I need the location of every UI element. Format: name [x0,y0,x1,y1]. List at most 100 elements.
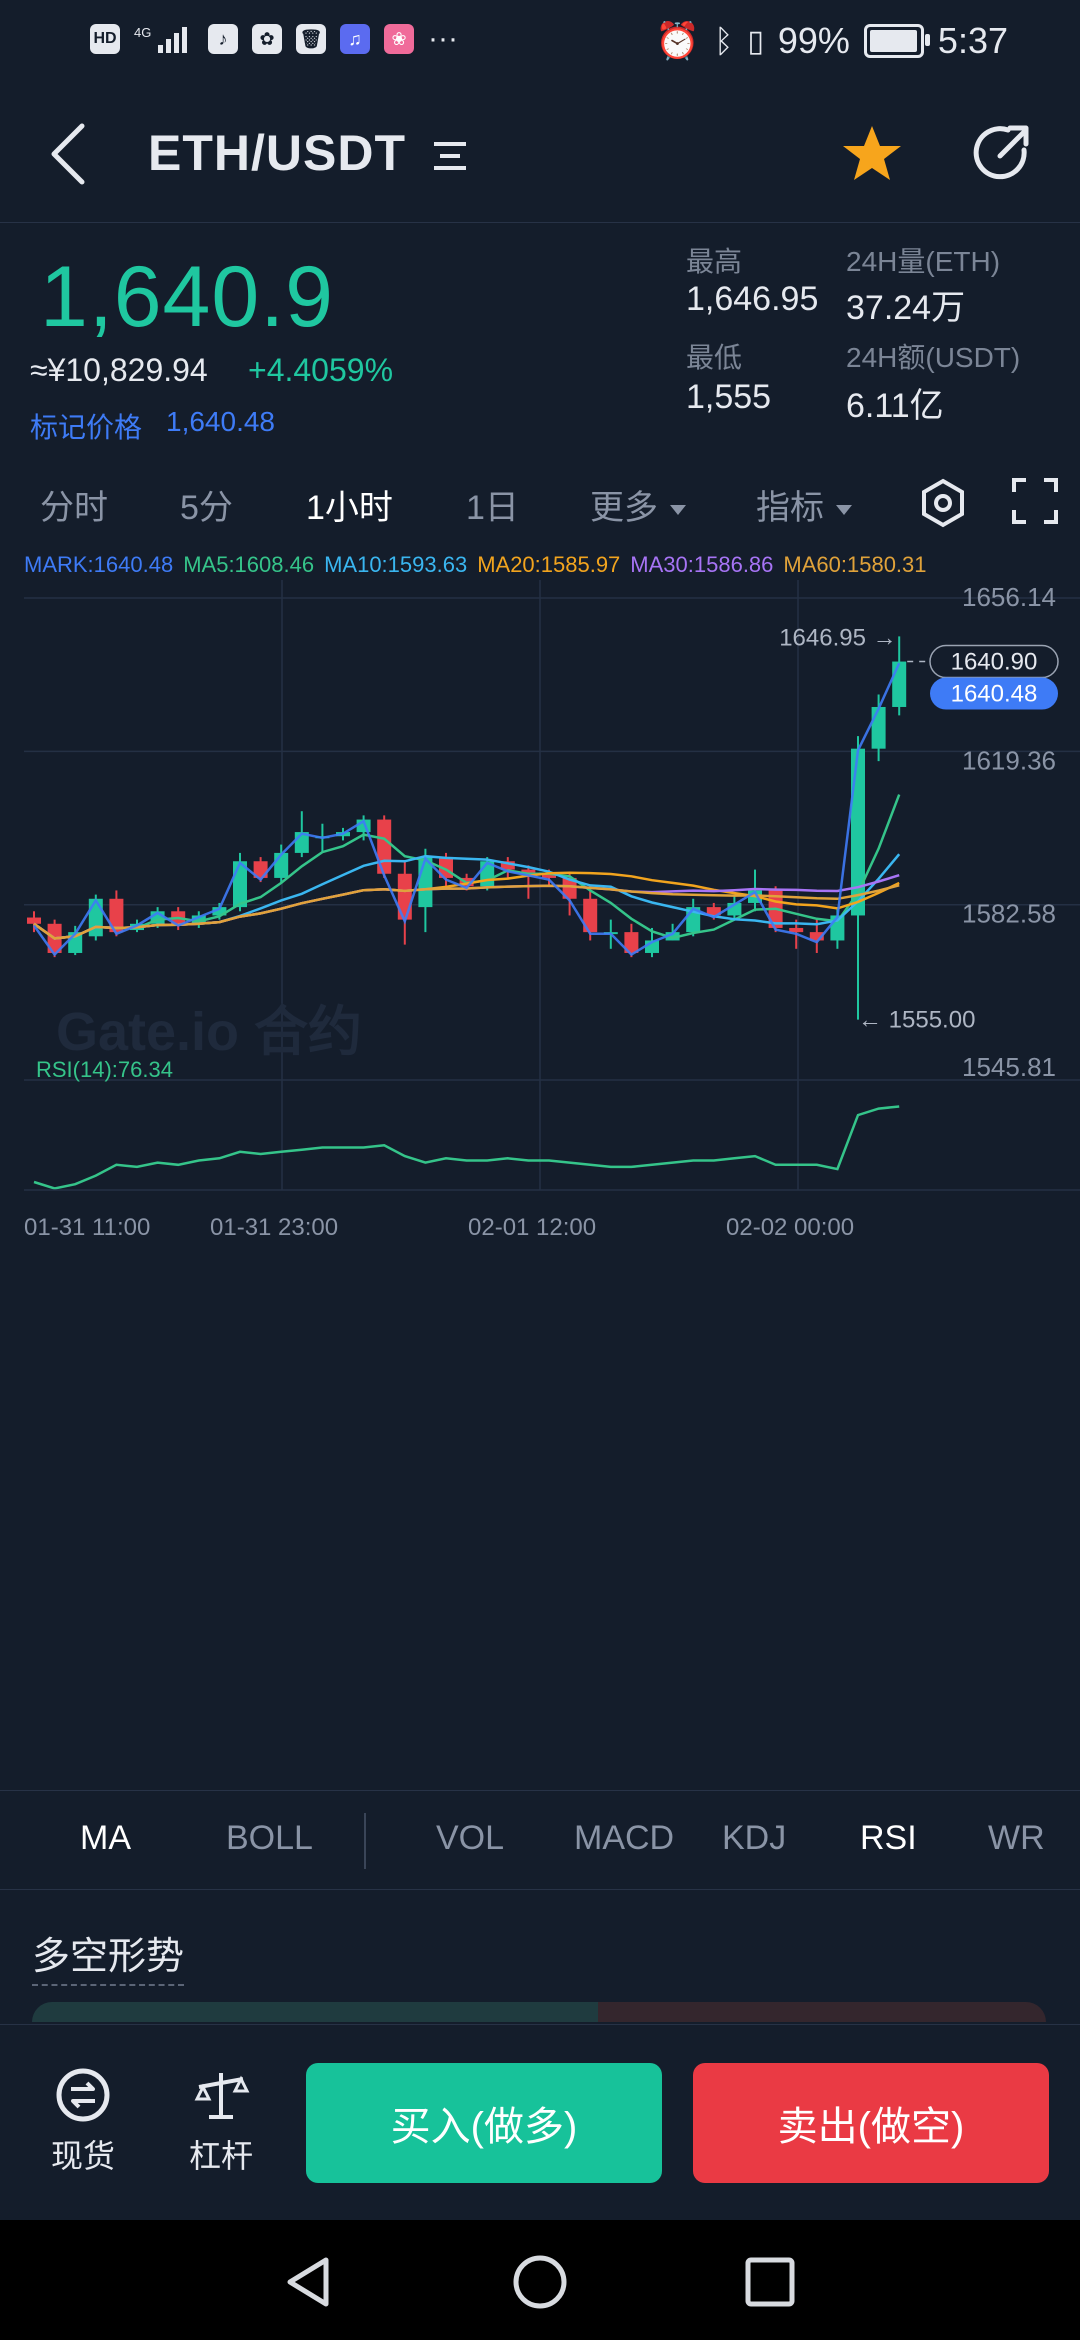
tab-5min[interactable]: 5分 [180,489,233,527]
candle-body [88,898,103,937]
pair-menu-icon[interactable] [430,136,470,176]
mark-price-label[interactable]: 标记价格 [30,412,143,443]
nav-back-icon[interactable] [280,2252,340,2312]
candle-body [274,852,289,878]
last-price-tag [929,644,1059,679]
indicator-tabs: MA BOLL VOL MACD KDJ RSI WR [0,1790,1080,1890]
fullscreen-icon[interactable] [1012,478,1058,524]
change-percent: +4.4059% [248,352,394,388]
svg-text:4G: 4G [134,25,151,40]
ind-macd[interactable]: MACD [574,1819,675,1857]
ma-legend-item: MARK:1640.48 [24,552,174,577]
pair-title[interactable]: ETH/USDT [148,125,406,181]
status-left-icons: HD 4G ♪ ✿ 🗑 ♫ ❀ ··· [90,22,458,56]
ind-kdj[interactable]: KDJ [722,1819,787,1857]
indicator-divider [364,1813,366,1869]
ma-legend-item: MA30:1586.86 [630,552,774,577]
x-tick-label: 02-01 12:00 [468,1214,596,1241]
app-header: ETH/USDT [0,82,1080,223]
x-tick-label: 02-02 00:00 [726,1214,854,1241]
candle-body [892,661,907,707]
long-short-title[interactable]: 多空形势 [32,1925,185,1986]
alarm-icon: ⏰ [655,20,701,61]
mark-price-tag [930,677,1058,710]
status-right: ⏰ ᛒ ▯ 99% 5:37 [655,20,1008,62]
watermark-text: Gate.io 合约 [56,1002,362,1062]
candle-body [500,861,515,870]
tab-1day[interactable]: 1日 [466,489,519,527]
tab-more[interactable]: 更多 [590,480,686,529]
system-nav-bar [0,2220,1080,2340]
tab-indicator[interactable]: 指标 [756,480,852,529]
tab-timeshare[interactable]: 分时 [40,489,108,527]
x-tick-label: 01-31 11:00 [24,1214,150,1241]
candle-body [583,898,598,933]
ind-rsi[interactable]: RSI [860,1819,917,1857]
sell-short-button[interactable]: 卖出(做空) [693,2063,1049,2183]
candle-body [706,907,721,916]
leverage-label: 杠杆 [188,2138,253,2174]
leverage-button[interactable]: 杠杆 [166,2065,276,2177]
battery-percent: 99% [777,20,850,61]
mark-price-line [32,662,901,957]
candle-body [809,932,824,941]
battery-fill [869,30,918,52]
bottom-action-bar: 现货 杠杆 买入(做多) 卖出(做空) [0,2024,1080,2221]
spot-icon [56,2068,110,2122]
low-label: 最低 [686,342,743,373]
interval-tabs: 分时 5分 1小时 1日 更多 指标 [0,470,1080,536]
nav-recent-icon[interactable] [740,2252,800,2312]
clock: 5:37 [937,20,1008,61]
back-icon[interactable] [40,114,100,194]
low-annotation: ← 1555.00 [858,1007,975,1034]
tab-more-label: 更多 [590,489,658,527]
bluetooth-icon: ᛒ [714,22,734,59]
candle-body [521,869,536,874]
tiktok-icon: ♪ [208,24,238,54]
ma-legend: MARK:1640.48 MA5:1608.46 MA10:1593.63 MA20:… [24,552,937,578]
ma-legend-item: MA60:1580.31 [783,552,927,577]
favorite-star-icon[interactable] [840,122,904,186]
last-price: 1,640.9 [40,249,334,345]
hd-icon: HD [90,24,120,54]
buy-long-button[interactable]: 买入(做多) [306,2063,662,2183]
tab-indicator-label: 指标 [756,489,824,527]
nav-home-icon[interactable] [510,2252,570,2312]
x-tick-label: 01-31 23:00 [210,1214,338,1241]
candle-body [212,907,227,916]
short-bar [598,2002,1046,2022]
spot-label: 现货 [50,2138,115,2174]
cleaner-icon: 🗑 [296,24,326,54]
last-price-tag-text: 1640.90 [951,649,1038,676]
candle-body [191,915,206,924]
chart-price-panel [24,580,1080,1068]
y-tick-label: 1619.36 [962,745,1056,775]
candle-body [665,932,680,941]
more-notifications-icon: ··· [428,22,458,55]
ind-wr[interactable]: WR [988,1819,1045,1857]
share-icon[interactable] [970,120,1036,186]
ma-legend-item: MA20:1585.97 [477,552,621,577]
amount-label: 24H额(USDT) [846,342,1021,373]
mark-price-tag-text: 1640.48 [951,681,1038,708]
volume-value: 37.24万 [846,289,966,327]
huawei-icon: ✿ [252,24,282,54]
vibrate-icon: ▯ [747,24,764,58]
ind-boll[interactable]: BOLL [226,1819,313,1857]
candle-body [562,877,577,899]
spot-button[interactable]: 现货 [28,2065,138,2177]
tab-1hour[interactable]: 1小时 [306,489,393,527]
signal-icon: 4G [134,25,187,53]
ind-ma[interactable]: MA [80,1819,131,1857]
leverage-scale-icon [194,2073,250,2119]
candlestick-chart[interactable]: 1656.14 1619.36 1582.58 1545.81 Gate.io 合约 16… [0,580,1080,1790]
ind-vol[interactable]: VOL [436,1819,505,1857]
high-annotation: 1646.95 → [779,624,896,651]
rsi-line [33,1105,900,1190]
y-tick-label: 1656.14 [962,582,1056,612]
gallery-icon: ❀ [384,24,414,54]
ma-legend-item: MA5:1608.46 [183,552,315,577]
y-tick-label: 1582.58 [962,899,1056,929]
long-bar [32,2002,600,2022]
settings-icon[interactable] [918,478,968,528]
